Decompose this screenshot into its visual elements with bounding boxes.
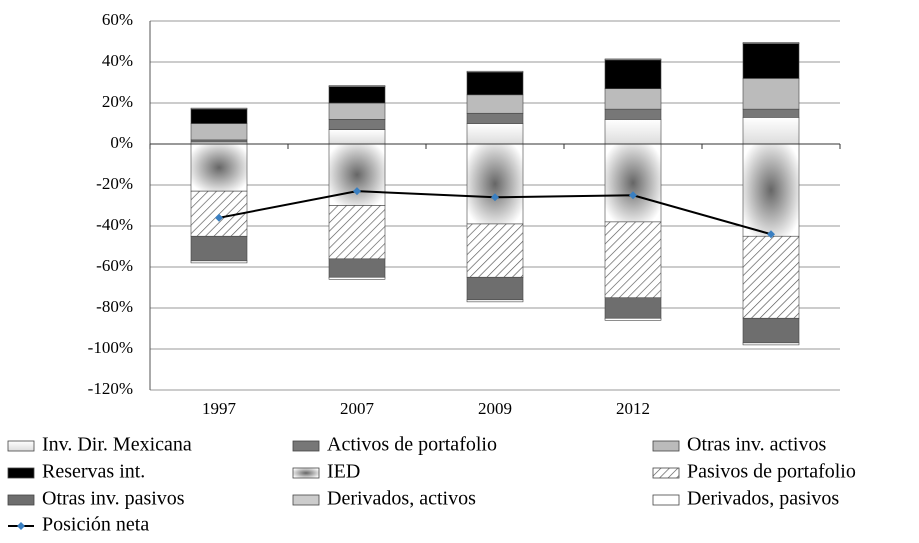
bar-segment bbox=[742, 342, 800, 346]
legend-label: Derivados, activos bbox=[327, 488, 476, 510]
y-tick-label: -100% bbox=[88, 338, 133, 357]
legend-label: Reservas int. bbox=[42, 461, 145, 483]
bar-segment bbox=[328, 129, 386, 145]
bar-segment bbox=[604, 59, 662, 89]
legend-swatch bbox=[652, 440, 680, 452]
legend-label: Activos de portafolio bbox=[327, 434, 497, 456]
net-marker bbox=[629, 191, 637, 200]
bar-segment bbox=[604, 119, 662, 145]
bar-segment bbox=[742, 117, 800, 145]
bar-segment bbox=[328, 119, 386, 130]
y-tick-label: -20% bbox=[96, 174, 133, 193]
net-marker bbox=[767, 230, 775, 239]
bar-segment bbox=[466, 299, 524, 303]
bar-segment bbox=[466, 276, 524, 301]
bar-segment bbox=[604, 108, 662, 120]
y-tick-label: 40% bbox=[102, 51, 133, 70]
y-tick-label: -120% bbox=[88, 379, 133, 398]
bar-segment bbox=[466, 143, 524, 225]
bar-segment bbox=[328, 143, 386, 206]
legend-swatch bbox=[652, 494, 680, 506]
bar-segment bbox=[466, 123, 524, 145]
bar-segment bbox=[328, 86, 386, 104]
bar-segment bbox=[328, 102, 386, 120]
bar-segment bbox=[742, 43, 800, 79]
legend-marker bbox=[17, 522, 25, 530]
net-marker bbox=[215, 213, 223, 222]
legend-label: Inv. Dir. Mexicana bbox=[42, 434, 192, 456]
bar-segment bbox=[190, 107, 248, 110]
y-tick-label: -40% bbox=[96, 215, 133, 234]
legend-swatch bbox=[292, 440, 320, 452]
legend-label: Otras inv. activos bbox=[687, 434, 826, 456]
bar-segment bbox=[604, 317, 662, 321]
legend-swatch bbox=[7, 440, 35, 452]
bar-segment bbox=[742, 235, 800, 319]
bar-segment bbox=[328, 258, 386, 278]
bar-segment bbox=[742, 78, 800, 110]
legend-label: Posición neta bbox=[42, 514, 149, 536]
bar-segment bbox=[190, 143, 248, 192]
bar-segment bbox=[742, 317, 800, 344]
bar-segment bbox=[328, 205, 386, 260]
legend-label: Derivados, pasivos bbox=[687, 488, 839, 510]
bar-segment bbox=[466, 112, 524, 124]
x-tick-label: 2007 bbox=[340, 399, 375, 418]
legend-swatch bbox=[7, 494, 35, 506]
bar-segment bbox=[604, 58, 662, 61]
x-tick-label: 1997 bbox=[202, 399, 237, 418]
bar-segment bbox=[604, 221, 662, 299]
legend-swatch bbox=[292, 494, 320, 506]
net-marker bbox=[353, 187, 361, 196]
x-tick-label: 2012 bbox=[616, 399, 650, 418]
net-marker bbox=[491, 193, 499, 202]
x-tick-label: 2009 bbox=[478, 399, 512, 418]
bar-segment bbox=[328, 85, 386, 87]
bar-segment bbox=[466, 71, 524, 96]
bar-segment bbox=[190, 108, 248, 124]
bar-segment bbox=[466, 70, 524, 73]
y-tick-label: -60% bbox=[96, 256, 133, 275]
bar-segment bbox=[190, 139, 248, 143]
legend-swatch bbox=[292, 467, 320, 479]
bar-segment bbox=[466, 223, 524, 278]
legend-label: Pasivos de portafolio bbox=[687, 461, 856, 483]
bar-segment bbox=[328, 276, 386, 280]
legend-swatch bbox=[7, 467, 35, 479]
bar-segment bbox=[190, 123, 248, 141]
bar-segment bbox=[604, 143, 662, 223]
bar-segment bbox=[742, 143, 800, 237]
legend-label: IED bbox=[327, 461, 360, 483]
bar-segment bbox=[190, 260, 248, 264]
y-tick-label: 20% bbox=[102, 92, 133, 111]
bar-segment bbox=[742, 42, 800, 44]
y-tick-label: 0% bbox=[110, 133, 133, 152]
bar-segment bbox=[190, 235, 248, 262]
y-tick-label: -80% bbox=[96, 297, 133, 316]
bar-segment bbox=[604, 297, 662, 319]
bar-segment bbox=[466, 94, 524, 114]
y-tick-label: 60% bbox=[102, 10, 133, 29]
legend-label: Otras inv. pasivos bbox=[42, 488, 185, 510]
bar-segment bbox=[742, 108, 800, 118]
bar-segment bbox=[604, 88, 662, 110]
legend-swatch bbox=[652, 467, 680, 479]
